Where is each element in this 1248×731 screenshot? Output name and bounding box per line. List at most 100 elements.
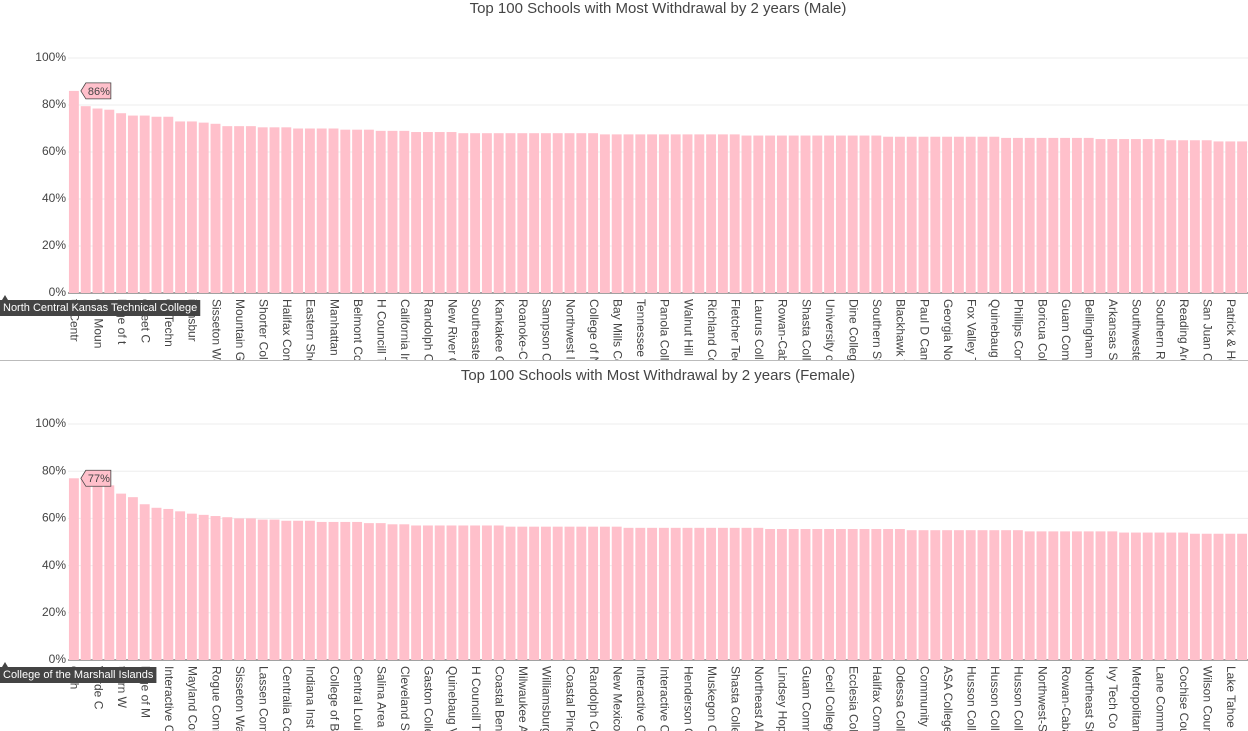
x-tick-label: Williamsburg — [540, 666, 554, 731]
x-tick-label: Cochise Cou — [1177, 666, 1191, 731]
x-tick-label: Odessa Coll — [894, 666, 908, 731]
bar — [812, 135, 823, 293]
x-tick-label: Roanoke-C — [516, 299, 530, 360]
bar — [1071, 531, 1082, 660]
bar — [481, 133, 492, 293]
bar — [599, 526, 610, 660]
x-tick-label: Mountain G — [233, 299, 247, 361]
bar — [611, 526, 622, 660]
bar — [859, 135, 870, 293]
x-tick-label: Lindsey Hop — [776, 666, 790, 731]
bar — [340, 521, 351, 660]
bar — [729, 134, 740, 293]
bar — [434, 132, 445, 293]
bar — [186, 513, 197, 660]
bar — [80, 106, 91, 293]
x-tick-label: Central Loui — [351, 666, 365, 731]
bar — [989, 136, 1000, 293]
x-tick-label: San Juan C — [1201, 299, 1215, 362]
x-tick-label: Dine Colleg — [847, 299, 861, 361]
bar — [1071, 137, 1082, 293]
bar — [257, 127, 268, 293]
x-tick-label: Panola Colle — [658, 299, 672, 367]
x-tick-label: Blackhawk T — [894, 299, 908, 367]
x-tick-label: Laurus Coll — [752, 299, 766, 360]
bar — [517, 526, 528, 660]
x-tick-label: Ivy Tech Co — [1106, 666, 1120, 729]
bar — [694, 134, 705, 293]
bar — [363, 129, 374, 293]
x-tick-label: Reading Are — [1177, 299, 1191, 365]
bar — [1107, 139, 1118, 293]
bar — [599, 134, 610, 293]
x-tick-label: College of N — [587, 299, 601, 365]
bar — [304, 128, 315, 293]
bar — [918, 530, 929, 660]
bar — [1024, 531, 1035, 660]
x-tick-label: H Councill T — [469, 666, 483, 731]
bar — [1178, 532, 1189, 660]
bar — [375, 523, 386, 660]
bar — [175, 121, 186, 293]
bar — [1237, 533, 1248, 660]
bar — [458, 525, 469, 660]
bar — [694, 527, 705, 660]
x-tick-label: Randolph Co — [587, 666, 601, 731]
bar — [1012, 530, 1023, 660]
bar — [139, 115, 150, 293]
bar — [352, 129, 363, 293]
x-tick-label: Northwest-S — [1035, 666, 1049, 731]
bar — [1036, 531, 1047, 660]
x-tick-label: Husson Coll — [965, 666, 979, 731]
bar — [1083, 531, 1094, 660]
bar — [894, 136, 905, 293]
x-tick-label: New River C — [445, 299, 459, 367]
bar — [1060, 137, 1071, 293]
bar — [552, 526, 563, 660]
bar — [68, 478, 79, 660]
bar — [906, 136, 917, 293]
x-tick-label: Gaston Colle — [422, 666, 436, 731]
bar — [151, 116, 162, 293]
bar — [1213, 533, 1224, 660]
bar — [1036, 137, 1047, 293]
x-tick-label: Guam Com — [1059, 299, 1073, 360]
x-tick-label: Centralia Co — [280, 666, 294, 731]
x-tick-label: Wilson Coun — [1201, 666, 1215, 731]
bar — [942, 530, 953, 660]
bar — [1201, 140, 1212, 293]
bar — [717, 134, 728, 293]
bar — [399, 524, 410, 660]
bar — [281, 127, 292, 293]
bar — [127, 497, 138, 660]
x-tick-label: New Mexico — [611, 666, 625, 731]
bar — [375, 130, 386, 293]
bar — [198, 514, 209, 660]
bar — [198, 122, 209, 293]
x-tick-label: Northeast Al — [752, 666, 766, 731]
bar — [104, 109, 115, 293]
x-tick-label: Richland Co — [705, 299, 719, 365]
hover-category-box — [0, 295, 201, 316]
chart-title: Top 100 Schools with Most Withdrawal by … — [461, 367, 855, 384]
bar — [564, 133, 575, 293]
bar — [269, 127, 280, 293]
bar — [1225, 141, 1236, 293]
bar — [741, 527, 752, 660]
x-tick-label: Sampson C — [540, 299, 554, 362]
x-tick-label: Eastern Sho — [304, 299, 318, 365]
x-tick-label: Cecil College — [823, 666, 837, 731]
bar — [588, 133, 599, 293]
x-tick-label: Indiana Inst — [304, 666, 318, 729]
bar — [871, 529, 882, 660]
x-tick-label: College of B — [327, 666, 341, 731]
bar — [116, 113, 127, 293]
x-tick-label: Walnut Hill — [681, 299, 695, 356]
bar — [1095, 139, 1106, 293]
bar — [340, 129, 351, 293]
bar — [883, 529, 894, 660]
x-tick-label: Rogue Comm — [209, 666, 223, 731]
x-tick-label: Rowan-Caba — [1059, 666, 1073, 731]
